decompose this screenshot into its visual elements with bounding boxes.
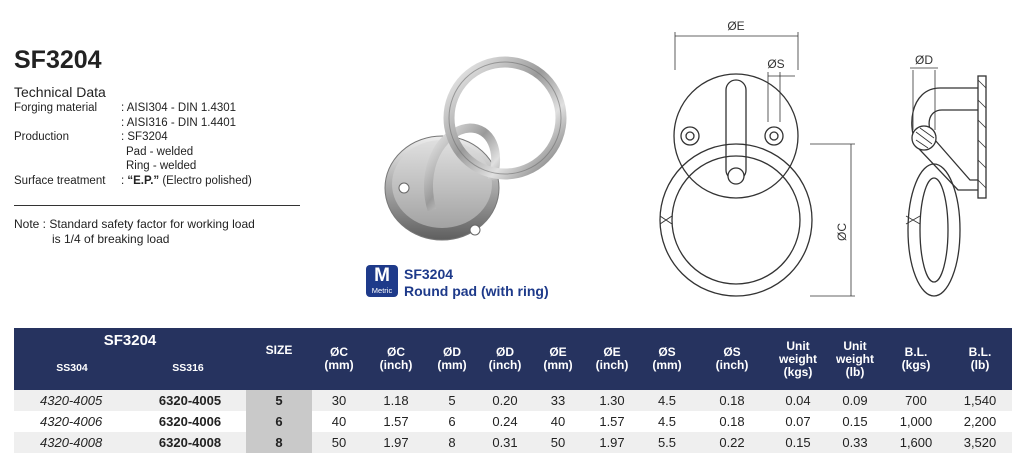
table-cell: 6 (426, 411, 478, 432)
table-cell: 5.5 (640, 432, 694, 453)
table-row: 4320-4006 6320-4006 6 40 1.57 6 0.24 40 … (14, 411, 1012, 432)
table-group-title: SF3204 (103, 332, 157, 349)
table-cell-codes: 4320-4006 6320-4006 (14, 411, 246, 432)
ss304-code: 4320-4008 (40, 435, 103, 450)
table-cell: 0.07 (770, 411, 826, 432)
col-header-c-mm: ØC (mm) (312, 328, 366, 390)
ss316-code: 6320-4008 (158, 435, 222, 450)
table-cell: 1,600 (884, 432, 948, 453)
col-header-bl-lb: B.L. (lb) (948, 328, 1012, 390)
note-line-1: Note : Standard safety factor for workin… (14, 217, 255, 231)
col-header-e-mm: ØE (mm) (532, 328, 584, 390)
ss304-code: 4320-4006 (40, 414, 103, 429)
table-cell: 0.31 (478, 432, 532, 453)
table-sub-ss304: SS304 (56, 362, 88, 374)
col-header-bl-kgs: B.L. (kgs) (884, 328, 948, 390)
table-cell: 50 (312, 432, 366, 453)
table-header-group: SF3204 SS304 SS316 (14, 328, 246, 390)
side-view-drawing: ØD (905, 53, 987, 297)
technical-data-heading: Technical Data (14, 84, 106, 100)
table-cell: 700 (884, 390, 948, 411)
caption-product-name: Round pad (with ring) (404, 283, 549, 299)
table-cell: 0.15 (770, 432, 826, 453)
dim-label-c: ØC (835, 223, 849, 241)
spec-label-surface: Surface treatment (14, 174, 106, 187)
spec-value-production: : SF3204 (121, 131, 168, 143)
col-header-weight-kgs: Unit weight (kgs) (770, 328, 826, 390)
table-cell-codes: 4320-4008 6320-4008 (14, 432, 246, 453)
table-cell: 0.24 (478, 411, 532, 432)
table-cell-codes: 4320-4005 6320-4005 (14, 390, 246, 411)
table-row: 4320-4008 6320-4008 8 50 1.97 8 0.31 50 … (14, 432, 1012, 453)
metric-badge: M Metric (366, 265, 398, 297)
ss316-code: 6320-4005 (158, 393, 222, 408)
col-header-d-inch: ØD (inch) (478, 328, 532, 390)
table-cell-size: 5 (246, 390, 312, 411)
table-cell: 4.5 (640, 390, 694, 411)
col-header-weight-lb: Unit weight (lb) (826, 328, 884, 390)
dim-label-e: ØE (727, 19, 744, 33)
table-cell: 5 (426, 390, 478, 411)
table-cell: 1.57 (584, 411, 640, 432)
table-cell-size: 8 (246, 432, 312, 453)
col-header-e-inch: ØE (inch) (584, 328, 640, 390)
spec-value-forging-304: : AISI304 - DIN 1.4301 (121, 102, 237, 114)
table-cell: 2,200 (948, 411, 1012, 432)
col-header-s-mm: ØS (mm) (640, 328, 694, 390)
spec-label-forging: Forging material (14, 102, 98, 114)
spec-value-forging-316: : AISI316 - DIN 1.4401 (121, 116, 237, 129)
product-photo (384, 56, 567, 241)
spec-value-pad: Pad - welded (126, 145, 194, 158)
front-view-drawing: ØE ØS ØC (659, 19, 855, 297)
table-cell: 1,540 (948, 390, 1012, 411)
table-cell: 1,000 (884, 411, 948, 432)
spec-table: SF3204 SS304 SS316 SIZE ØC (mm) ØC (inch) … (14, 328, 1012, 453)
table-cell: 0.04 (770, 390, 826, 411)
table-cell: 0.09 (826, 390, 884, 411)
table-cell: 1.18 (366, 390, 426, 411)
dim-label-d: ØD (915, 53, 933, 67)
divider (14, 205, 300, 206)
ss316-code: 6320-4006 (158, 414, 222, 429)
table-row: 4320-4005 6320-4005 5 30 1.18 5 0.20 33 … (14, 390, 1012, 411)
table-cell: 1.97 (584, 432, 640, 453)
table-cell: 33 (532, 390, 584, 411)
table-cell: 1.57 (366, 411, 426, 432)
table-cell: 40 (312, 411, 366, 432)
table-cell: 0.18 (694, 390, 770, 411)
table-cell: 0.18 (694, 411, 770, 432)
table-cell: 3,520 (948, 432, 1012, 453)
table-cell: 40 (532, 411, 584, 432)
table-cell: 50 (532, 432, 584, 453)
table-cell: 8 (426, 432, 478, 453)
note-line-2: is 1/4 of breaking load (52, 232, 170, 246)
page-title: SF3204 (14, 46, 102, 74)
table-cell: 30 (312, 390, 366, 411)
table-cell: 4.5 (640, 411, 694, 432)
spec-value-ring: Ring - welded (126, 160, 197, 172)
table-cell: 0.20 (478, 390, 532, 411)
col-header-c-inch: ØC (inch) (366, 328, 426, 390)
table-cell: 1.30 (584, 390, 640, 411)
col-header-size: SIZE (246, 328, 312, 390)
table-cell: 0.15 (826, 411, 884, 432)
dim-label-s: ØS (767, 57, 784, 71)
col-header-s-inch: ØS (inch) (694, 328, 770, 390)
spec-value-surface: : “E.P.” (Electro polished) (121, 174, 252, 187)
table-cell: 0.33 (826, 432, 884, 453)
col-header-d-mm: ØD (mm) (426, 328, 478, 390)
table-cell: 0.22 (694, 432, 770, 453)
ss304-code: 4320-4005 (40, 393, 103, 408)
table-cell: 1.97 (366, 432, 426, 453)
table-cell-size: 6 (246, 411, 312, 432)
caption-product-code: SF3204 (404, 266, 454, 282)
spec-label-production: Production (14, 131, 69, 143)
table-sub-ss316: SS316 (172, 362, 204, 374)
